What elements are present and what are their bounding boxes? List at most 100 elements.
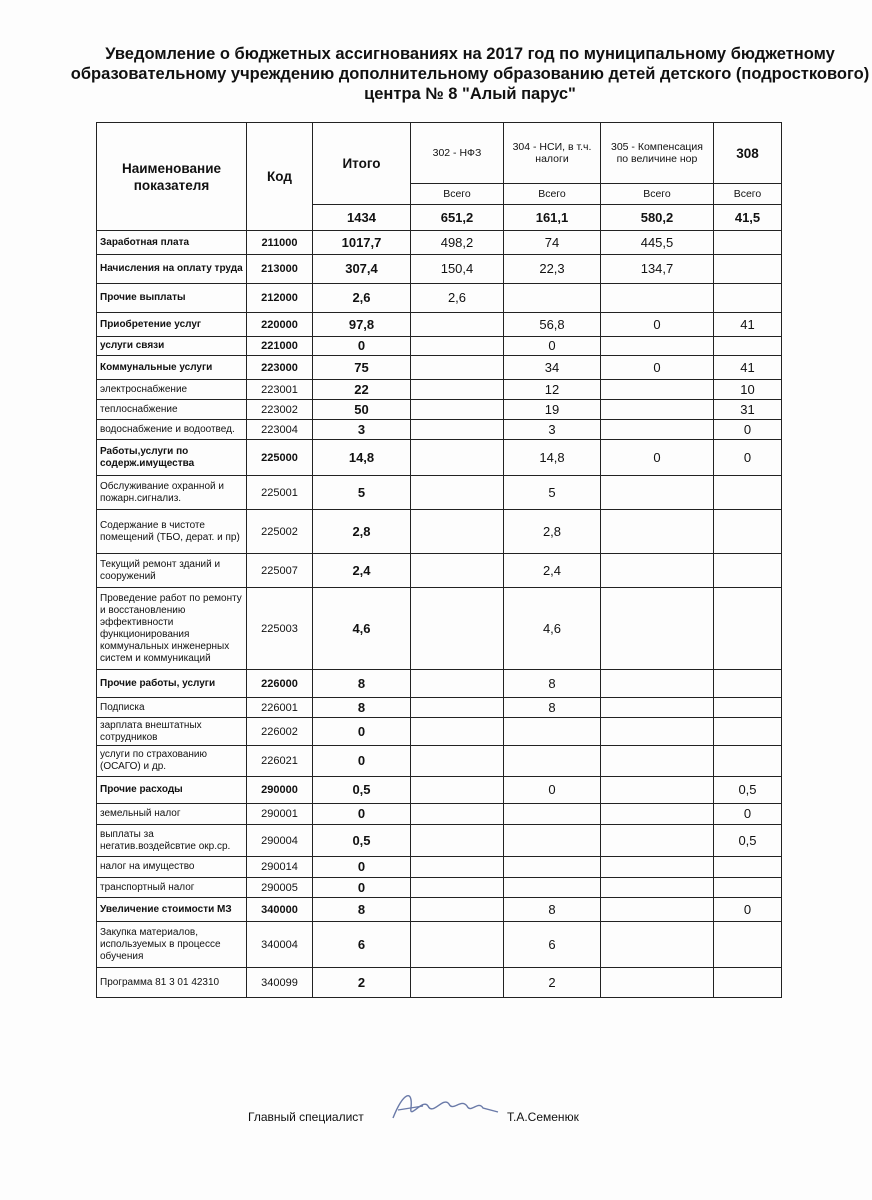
row-code: 213000 xyxy=(246,254,313,284)
row-value-308 xyxy=(713,745,782,777)
table-row: Содержание в чистоте помещений (ТБО, дер… xyxy=(96,509,782,554)
row-value-302 xyxy=(410,399,504,420)
row-value-305 xyxy=(600,475,714,510)
row-value-308 xyxy=(713,230,782,255)
row-value-305 xyxy=(600,336,714,356)
row-value-305 xyxy=(600,717,714,746)
row-value-302 xyxy=(410,824,504,857)
total-305: 580,2 xyxy=(600,204,714,231)
row-value-304 xyxy=(503,877,601,898)
row-value-304: 22,3 xyxy=(503,254,601,284)
row-value-305: 445,5 xyxy=(600,230,714,255)
row-code: 290004 xyxy=(246,824,313,857)
row-total: 0 xyxy=(312,717,411,746)
row-value-305 xyxy=(600,419,714,440)
subheader-302: Всего xyxy=(410,183,504,205)
table-row: Начисления на оплату труда 213000 307,4 150… xyxy=(96,254,782,284)
row-value-304: 19 xyxy=(503,399,601,420)
row-value-305 xyxy=(600,856,714,878)
header-305: 305 - Компенсация по величине нор xyxy=(600,122,714,184)
table-row: Обслуживание охранной и пожарн.сигнализ.… xyxy=(96,475,782,510)
row-code: 225007 xyxy=(246,553,313,588)
row-name: зарплата внештатных сотрудников xyxy=(96,717,247,746)
row-value-305 xyxy=(600,745,714,777)
table-row: Увеличение стоимости МЗ 340000 8 8 0 xyxy=(96,897,782,922)
total-itogo: 1434 xyxy=(312,204,411,231)
row-total: 97,8 xyxy=(312,312,411,337)
row-total: 0,5 xyxy=(312,824,411,857)
row-total: 1017,7 xyxy=(312,230,411,255)
row-value-305 xyxy=(600,897,714,922)
row-code: 211000 xyxy=(246,230,313,255)
row-total: 307,4 xyxy=(312,254,411,284)
row-name: Прочие расходы xyxy=(96,776,247,804)
row-value-304 xyxy=(503,824,601,857)
row-value-302 xyxy=(410,856,504,878)
row-value-302 xyxy=(410,776,504,804)
row-value-304: 56,8 xyxy=(503,312,601,337)
row-value-305 xyxy=(600,967,714,998)
table-row: услуги связи 221000 0 0 xyxy=(96,336,782,356)
row-value-302 xyxy=(410,509,504,554)
row-value-308 xyxy=(713,717,782,746)
row-value-308 xyxy=(713,587,782,670)
table-row: Подписка 226001 8 8 xyxy=(96,697,782,718)
row-code: 225002 xyxy=(246,509,313,554)
signer-position: Главный специалист xyxy=(248,1110,364,1124)
row-total: 50 xyxy=(312,399,411,420)
budget-table: Наименование показателя Код Итого 302 - … xyxy=(96,122,782,998)
row-total: 2,6 xyxy=(312,283,411,313)
row-value-308: 0,5 xyxy=(713,776,782,804)
row-value-308 xyxy=(713,553,782,588)
row-value-308: 41 xyxy=(713,355,782,380)
table-row: Закупка материалов, используемых в проце… xyxy=(96,921,782,968)
row-total: 2,4 xyxy=(312,553,411,588)
total-304: 161,1 xyxy=(503,204,601,231)
row-value-302 xyxy=(410,669,504,698)
row-value-304: 2,8 xyxy=(503,509,601,554)
row-value-302 xyxy=(410,697,504,718)
row-value-308: 0 xyxy=(713,803,782,825)
row-total: 8 xyxy=(312,697,411,718)
row-value-302: 2,6 xyxy=(410,283,504,313)
row-value-308 xyxy=(713,669,782,698)
row-value-304 xyxy=(503,717,601,746)
row-value-302 xyxy=(410,803,504,825)
row-value-305 xyxy=(600,283,714,313)
total-302: 651,2 xyxy=(410,204,504,231)
row-value-304: 14,8 xyxy=(503,439,601,476)
table-row: водоснабжение и водоотвед. 223004 3 3 0 xyxy=(96,419,782,440)
row-code: 225001 xyxy=(246,475,313,510)
row-value-308: 41 xyxy=(713,312,782,337)
row-code: 223000 xyxy=(246,355,313,380)
row-value-302 xyxy=(410,336,504,356)
subheader-308: Всего xyxy=(713,183,782,205)
row-value-308 xyxy=(713,856,782,878)
row-name: водоснабжение и водоотвед. xyxy=(96,419,247,440)
row-name: Закупка материалов, используемых в проце… xyxy=(96,921,247,968)
row-code: 226021 xyxy=(246,745,313,777)
table-row: Программа 81 3 01 42310 340099 2 2 xyxy=(96,967,782,998)
row-code: 340099 xyxy=(246,967,313,998)
row-total: 2,8 xyxy=(312,509,411,554)
row-value-304: 0 xyxy=(503,336,601,356)
row-code: 226001 xyxy=(246,697,313,718)
row-total: 14,8 xyxy=(312,439,411,476)
row-value-308: 31 xyxy=(713,399,782,420)
row-value-304: 8 xyxy=(503,897,601,922)
row-name: Прочие работы, услуги xyxy=(96,669,247,698)
row-value-305 xyxy=(600,587,714,670)
row-value-305 xyxy=(600,379,714,400)
row-value-308 xyxy=(713,336,782,356)
row-total: 0,5 xyxy=(312,776,411,804)
row-total: 0 xyxy=(312,803,411,825)
table-row: Текущий ремонт зданий и сооружений 225007… xyxy=(96,553,782,588)
row-value-302 xyxy=(410,419,504,440)
table-row: Проведение работ по ремонту и восстановл… xyxy=(96,587,782,670)
row-total: 4,6 xyxy=(312,587,411,670)
row-value-304: 8 xyxy=(503,697,601,718)
row-value-308 xyxy=(713,921,782,968)
table-row: Приобретение услуг 220000 97,8 56,8 0 41 xyxy=(96,312,782,337)
row-value-305 xyxy=(600,399,714,420)
row-value-305: 134,7 xyxy=(600,254,714,284)
